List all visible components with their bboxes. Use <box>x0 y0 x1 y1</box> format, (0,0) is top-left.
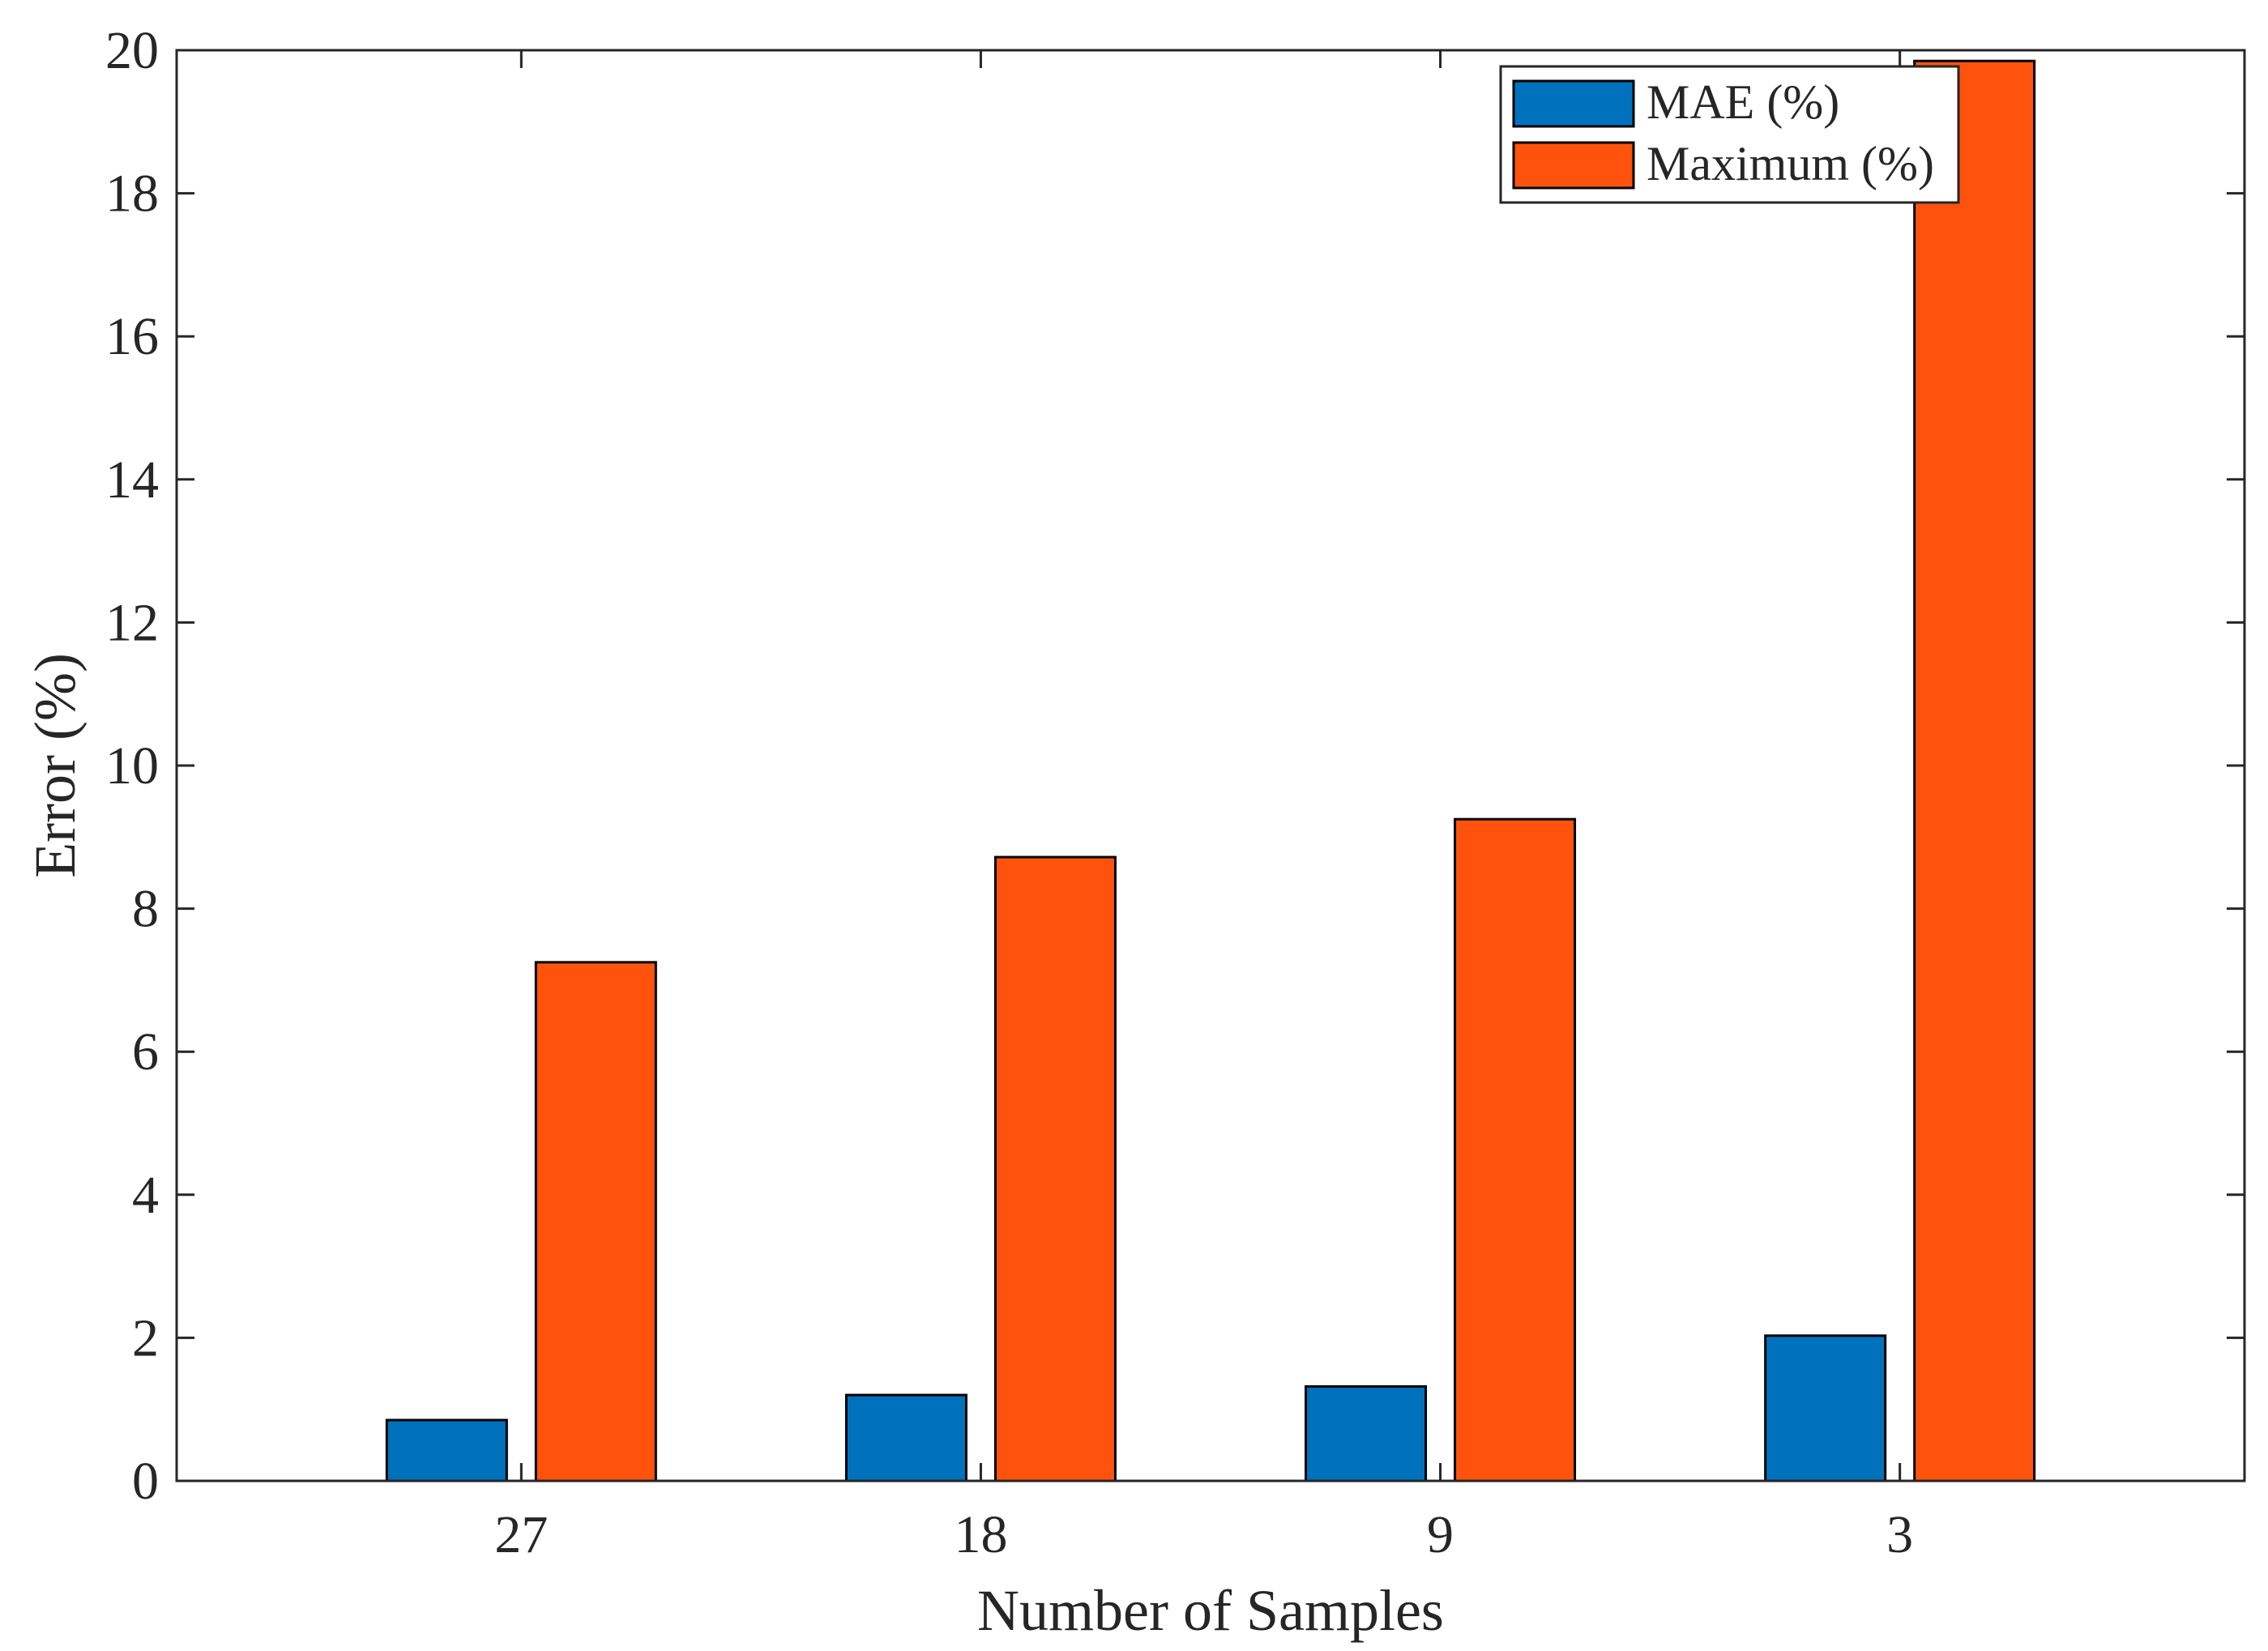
y-tick-label: 14 <box>105 450 159 510</box>
bar-maximum-27 <box>534 961 657 1482</box>
x-axis-title: Number of Samples <box>977 1578 1444 1643</box>
legend-label-maximum: Maximum (%) <box>1647 137 1934 190</box>
bar-maximum-3 <box>1913 59 2036 1482</box>
x-tick-label: 9 <box>1427 1505 1454 1564</box>
y-tick-label: 8 <box>132 880 159 939</box>
bars-layer <box>385 59 2036 1482</box>
y-tick-label: 20 <box>105 21 159 80</box>
y-tick-label: 12 <box>105 593 159 652</box>
y-tick-label: 2 <box>132 1308 159 1367</box>
y-axis-title: Error (%) <box>23 653 88 878</box>
y-tick-label: 4 <box>132 1166 159 1225</box>
x-tick-label: 3 <box>1886 1505 1913 1564</box>
legend-swatch-mae <box>1512 79 1635 128</box>
legend: MAE (%) Maximum (%) <box>1499 65 1960 204</box>
bar-mae-9 <box>1305 1384 1428 1482</box>
bar-maximum-9 <box>1454 817 1577 1482</box>
plot-frame <box>175 49 2246 1482</box>
y-tick-label: 6 <box>132 1022 159 1081</box>
ticks-layer: 0 2 4 6 8 10 12 14 16 18 20 27 18 9 3 <box>105 21 2245 1564</box>
y-tick-label: 0 <box>132 1452 159 1511</box>
bar-mae-18 <box>844 1393 967 1482</box>
legend-label-mae: MAE (%) <box>1647 75 1839 129</box>
x-tick-label: 27 <box>494 1505 548 1564</box>
y-tick-label: 16 <box>105 307 159 366</box>
bar-mae-27 <box>385 1418 508 1482</box>
bar-mae-3 <box>1764 1334 1887 1482</box>
legend-swatch-maximum <box>1512 141 1635 190</box>
y-tick-label: 10 <box>105 736 159 796</box>
y-tick-label: 18 <box>105 164 159 224</box>
x-tick-label: 18 <box>954 1505 1007 1564</box>
bar-maximum-18 <box>993 855 1117 1482</box>
